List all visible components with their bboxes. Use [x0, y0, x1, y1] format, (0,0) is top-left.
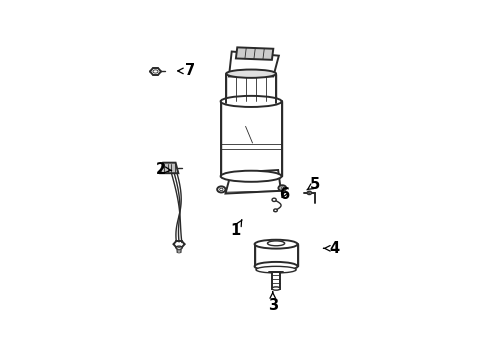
Ellipse shape: [177, 249, 181, 251]
Ellipse shape: [281, 187, 284, 189]
Ellipse shape: [220, 171, 282, 182]
Ellipse shape: [220, 96, 282, 107]
Polygon shape: [229, 51, 279, 76]
Ellipse shape: [308, 192, 310, 194]
Ellipse shape: [274, 209, 277, 212]
Text: 4: 4: [323, 241, 340, 256]
Text: 1: 1: [231, 220, 242, 238]
Text: 6: 6: [279, 187, 289, 202]
Ellipse shape: [268, 241, 285, 246]
Bar: [255, 244, 297, 266]
Bar: [220, 102, 282, 176]
Ellipse shape: [153, 70, 158, 73]
Text: 2: 2: [156, 162, 171, 177]
Text: 5: 5: [307, 177, 320, 192]
Ellipse shape: [177, 251, 181, 253]
Ellipse shape: [177, 248, 181, 249]
Ellipse shape: [272, 287, 280, 290]
Text: 7: 7: [178, 63, 195, 78]
Ellipse shape: [220, 188, 223, 191]
Bar: [272, 272, 280, 288]
Bar: [226, 74, 276, 103]
Ellipse shape: [307, 191, 312, 194]
Ellipse shape: [255, 262, 297, 271]
Polygon shape: [236, 48, 273, 60]
Ellipse shape: [272, 198, 276, 202]
Ellipse shape: [256, 266, 296, 273]
Polygon shape: [225, 170, 281, 194]
Ellipse shape: [278, 185, 286, 191]
Polygon shape: [160, 163, 178, 173]
Ellipse shape: [176, 246, 182, 249]
Ellipse shape: [226, 69, 276, 78]
Ellipse shape: [255, 240, 297, 249]
Text: 3: 3: [268, 292, 278, 312]
Ellipse shape: [217, 186, 225, 193]
